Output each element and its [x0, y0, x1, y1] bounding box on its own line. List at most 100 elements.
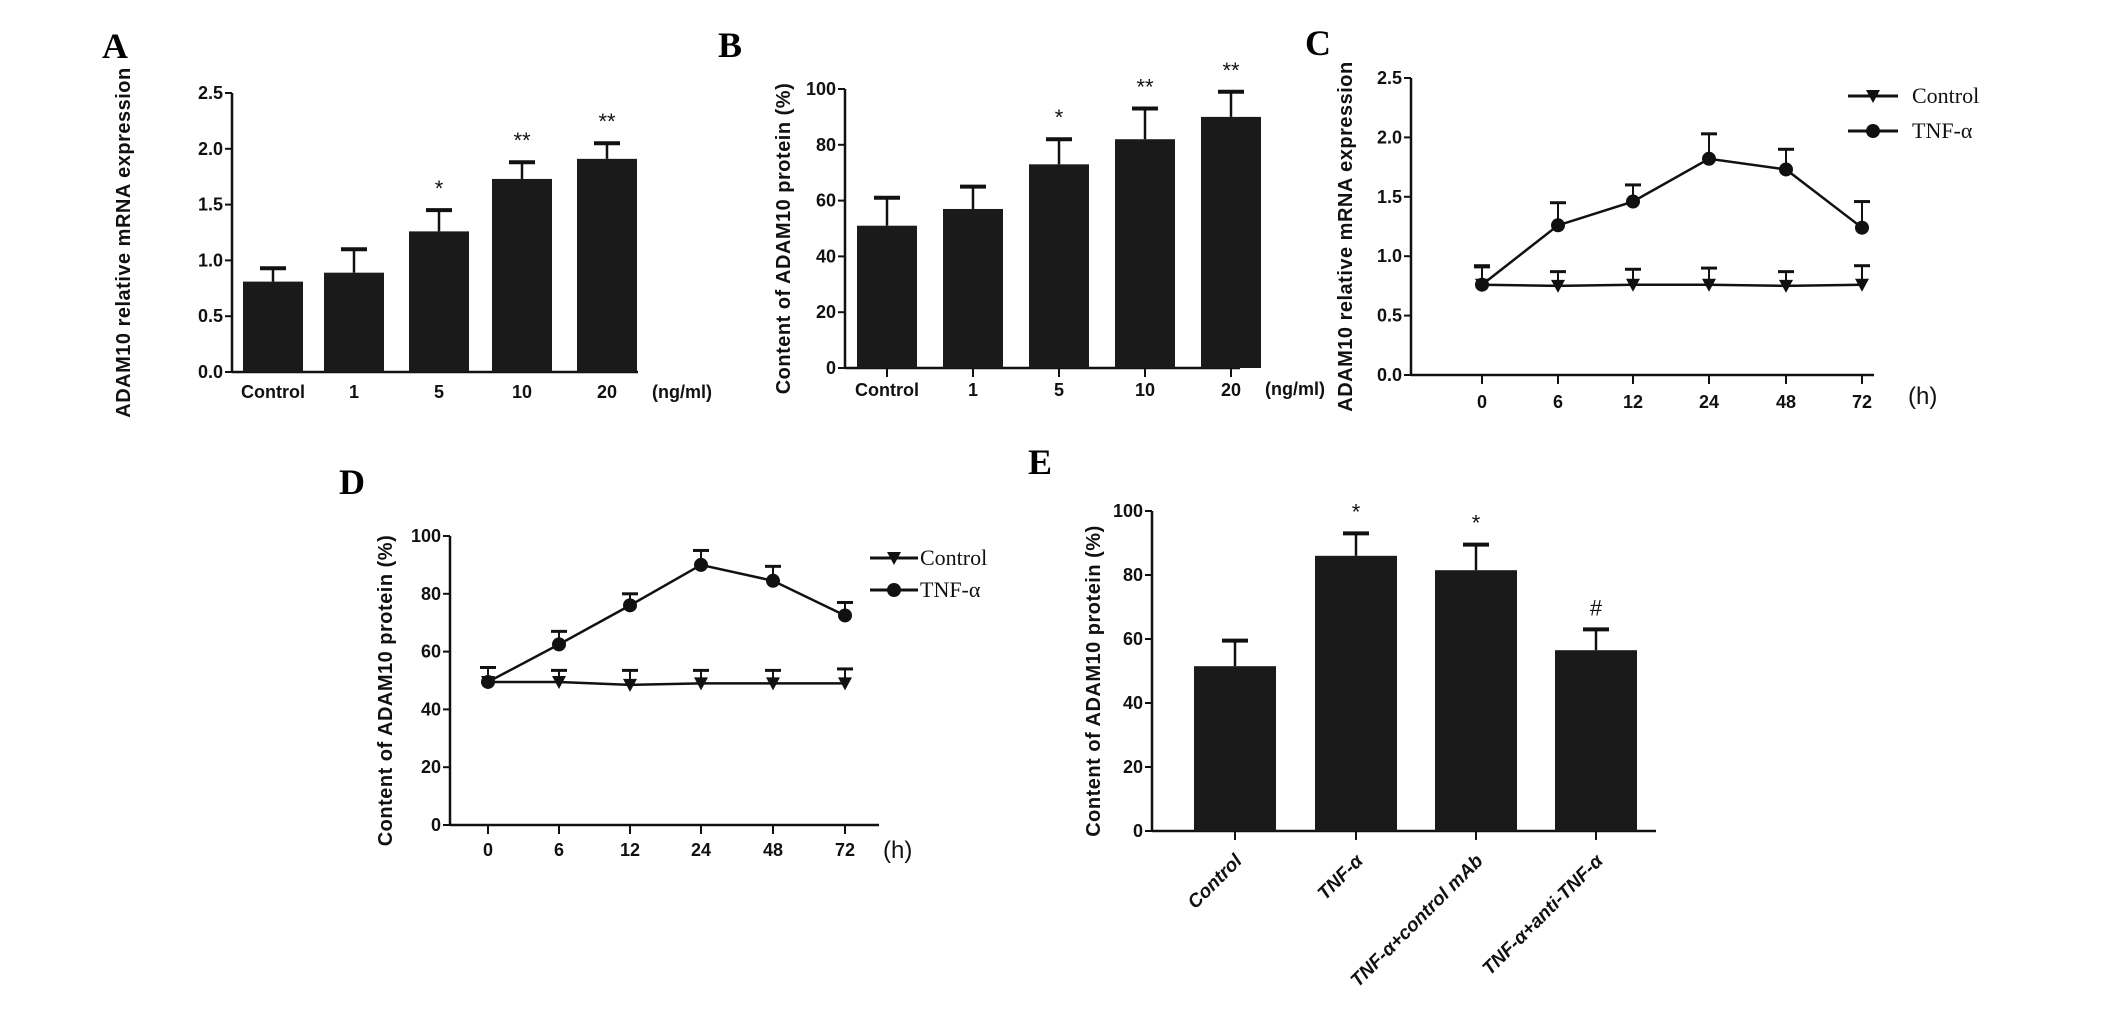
data-point [838, 608, 852, 623]
data-point [1779, 162, 1793, 177]
series-line-0 [488, 680, 845, 687]
y-tick-label: 40 [421, 699, 441, 719]
x-tick-label: 6 [1553, 392, 1563, 412]
y-axis-label: ADAM10 relative mRNA expression [1335, 61, 1357, 411]
data-point [481, 674, 495, 689]
significance-mark: ** [513, 128, 531, 153]
panel-A: A 0.0 0.5 1.0 1.5 2.0 2.5 ADAM10 relative mRNA … [102, 26, 712, 418]
panel-letter: C [1305, 23, 1331, 63]
y-tick-label: 1.5 [198, 195, 223, 215]
y-tick-label: 20 [816, 302, 836, 322]
x-tick-label: 72 [835, 840, 855, 860]
significance-mark: ** [1222, 58, 1240, 83]
y-tick-label: 2.0 [1377, 127, 1402, 147]
bar [324, 272, 384, 372]
x-tick-label: 0 [1477, 392, 1487, 412]
x-tick-label: 10 [1135, 380, 1155, 400]
bar [943, 208, 1003, 368]
panel-C: C 0.0 0.5 1.0 1.5 2.0 2.5 ADAM10 relative mRNA … [1305, 23, 1979, 412]
x-tick-label: 6 [554, 840, 564, 860]
x-tick-label: 1 [968, 380, 978, 400]
data-point [1626, 194, 1640, 209]
x-tick-label: 72 [1852, 392, 1872, 412]
y-axis-label: Content of ADAM10 protein (%) [773, 83, 795, 395]
x-axis-unit: (ng/ml) [1265, 379, 1325, 399]
y-axis-label: ADAM10 relative mRNA expression [113, 67, 135, 417]
panel-B: B 0 20 40 60 80 100 Content of ADAM10 protein (… [718, 25, 1325, 400]
x-tick-label: 48 [763, 840, 783, 860]
bar [409, 231, 469, 372]
y-tick-label: 0 [1133, 821, 1143, 841]
series-line-1 [1481, 157, 1863, 286]
panel-E: E 0 20 40 60 80 100 Content of ADAM10 protein (… [1028, 442, 1656, 991]
x-axis-unit: (h) [1908, 383, 1937, 410]
x-tick-label: 12 [1623, 392, 1643, 412]
data-point [1475, 277, 1489, 292]
x-tick-label: 20 [597, 382, 617, 402]
y-tick-label: 0.0 [198, 362, 223, 382]
y-tick-label: 1.0 [198, 250, 223, 270]
significance-mark: * [1352, 499, 1361, 524]
x-tick-label: Control [1184, 850, 1247, 913]
y-tick-label: 2.0 [198, 139, 223, 159]
y-tick-label: 2.5 [198, 83, 223, 103]
bar [1315, 555, 1397, 831]
x-tick-label: 24 [1699, 392, 1719, 412]
data-point [1855, 278, 1869, 292]
legend-label: Control [1912, 83, 1979, 108]
y-tick-label: 0.5 [1377, 306, 1402, 326]
bar [857, 225, 917, 368]
x-tick-label: Control [241, 382, 305, 402]
panel-letter: A [102, 26, 128, 66]
x-tick-label: 20 [1221, 380, 1241, 400]
y-tick-label: 60 [421, 642, 441, 662]
bar [1115, 139, 1175, 368]
data-point [1702, 151, 1716, 166]
data-point [766, 573, 780, 588]
x-tick-label: TNF-α+anti-TNF-α [1479, 850, 1609, 980]
bar [577, 158, 637, 372]
legend-marker [1866, 124, 1880, 138]
x-tick-label: TNF-α [1314, 850, 1369, 905]
bar [492, 178, 552, 372]
data-point [1551, 218, 1565, 233]
x-tick-label: TNF-α+control mAb [1347, 850, 1488, 991]
y-tick-label: 80 [421, 584, 441, 604]
legend-marker [887, 552, 901, 565]
data-point [694, 557, 708, 572]
y-tick-label: 0.5 [198, 306, 223, 326]
data-point [552, 675, 566, 689]
bar [1555, 650, 1637, 831]
x-tick-label: 5 [1054, 380, 1064, 400]
bar [1194, 666, 1276, 831]
y-tick-label: 80 [816, 135, 836, 155]
data-point [766, 677, 780, 691]
y-tick-label: 100 [806, 79, 836, 99]
y-tick-label: 40 [1123, 693, 1143, 713]
y-tick-label: 60 [1123, 629, 1143, 649]
y-tick-label: 40 [816, 246, 836, 266]
data-point [1855, 220, 1869, 235]
data-point [1702, 278, 1716, 292]
significance-mark: ** [598, 109, 616, 134]
y-tick-label: 1.0 [1377, 246, 1402, 266]
data-point [1779, 279, 1793, 293]
data-point [623, 598, 637, 613]
x-tick-label: 48 [1776, 392, 1796, 412]
x-tick-label: 10 [512, 382, 532, 402]
data-point [623, 678, 637, 692]
panel-letter: E [1028, 442, 1052, 482]
y-tick-label: 20 [1123, 757, 1143, 777]
bar [1029, 164, 1089, 368]
significance-mark: # [1590, 595, 1603, 620]
x-axis-unit: (ng/ml) [652, 382, 712, 402]
panel-letter: D [339, 462, 365, 502]
significance-mark: * [1472, 511, 1481, 536]
significance-mark: * [435, 176, 444, 201]
bar [1435, 570, 1517, 831]
data-point [694, 677, 708, 691]
x-tick-label: 5 [434, 382, 444, 402]
legend-label: Control [920, 545, 987, 570]
series-line-0 [1481, 283, 1863, 288]
